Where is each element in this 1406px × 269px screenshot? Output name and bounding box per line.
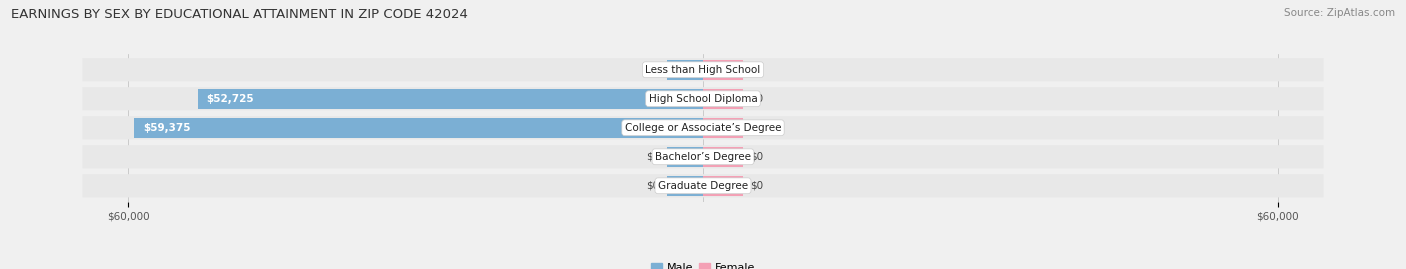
- Text: $52,725: $52,725: [207, 94, 254, 104]
- FancyBboxPatch shape: [83, 145, 1323, 168]
- Text: EARNINGS BY SEX BY EDUCATIONAL ATTAINMENT IN ZIP CODE 42024: EARNINGS BY SEX BY EDUCATIONAL ATTAINMEN…: [11, 8, 468, 21]
- Bar: [703, 60, 744, 80]
- Text: $0: $0: [647, 181, 659, 191]
- Bar: [703, 147, 744, 167]
- Text: $0: $0: [751, 181, 763, 191]
- Text: $0: $0: [647, 152, 659, 162]
- Text: Source: ZipAtlas.com: Source: ZipAtlas.com: [1284, 8, 1395, 18]
- FancyBboxPatch shape: [83, 58, 1323, 81]
- Text: Less than High School: Less than High School: [645, 65, 761, 75]
- Text: $0: $0: [751, 152, 763, 162]
- FancyBboxPatch shape: [83, 87, 1323, 110]
- Bar: [703, 89, 744, 109]
- FancyBboxPatch shape: [83, 174, 1323, 197]
- Text: $0: $0: [751, 123, 763, 133]
- Text: High School Diploma: High School Diploma: [648, 94, 758, 104]
- Bar: [703, 176, 744, 196]
- Text: $0: $0: [751, 94, 763, 104]
- Bar: [135, 118, 703, 138]
- Bar: [198, 89, 703, 109]
- Text: Graduate Degree: Graduate Degree: [658, 181, 748, 191]
- Text: College or Associate’s Degree: College or Associate’s Degree: [624, 123, 782, 133]
- Legend: Male, Female: Male, Female: [651, 263, 755, 269]
- Text: Bachelor’s Degree: Bachelor’s Degree: [655, 152, 751, 162]
- Bar: [666, 60, 703, 80]
- Bar: [666, 147, 703, 167]
- Text: $59,375: $59,375: [143, 123, 190, 133]
- Text: $0: $0: [751, 65, 763, 75]
- Bar: [666, 176, 703, 196]
- Text: $0: $0: [647, 65, 659, 75]
- Bar: [703, 118, 744, 138]
- FancyBboxPatch shape: [83, 116, 1323, 139]
